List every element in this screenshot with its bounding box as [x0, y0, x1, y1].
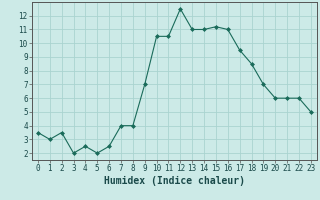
X-axis label: Humidex (Indice chaleur): Humidex (Indice chaleur): [104, 176, 245, 186]
